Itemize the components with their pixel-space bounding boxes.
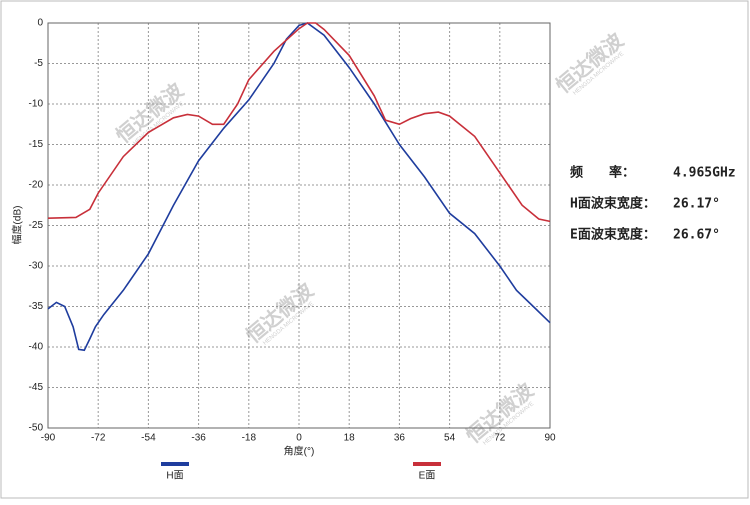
x-tick-label: -90: [41, 433, 56, 444]
y-tick-label: -50: [29, 423, 44, 434]
info-value: 26.17°: [673, 197, 720, 212]
y-tick-label: -35: [29, 301, 44, 312]
x-tick-label: 0: [296, 433, 302, 444]
plot-frame: [47, 22, 551, 429]
info-value: 26.67°: [673, 228, 720, 243]
series-line: [47, 22, 551, 352]
y-tick-label: -20: [29, 180, 44, 191]
y-tick-label: -25: [29, 220, 44, 231]
x-tick-label: -72: [91, 433, 106, 444]
y-tick-label: -15: [29, 139, 44, 150]
info-label: 频 率：: [570, 165, 635, 181]
info-value: 4.965GHz: [673, 166, 736, 181]
x-tick-label: -36: [191, 433, 206, 444]
y-tick-label: -10: [29, 99, 44, 110]
x-tick-label: 90: [544, 433, 556, 444]
x-tick-label: 18: [344, 433, 356, 444]
y-axis-label: 幅度(dB): [11, 206, 24, 245]
series-line: [47, 22, 551, 223]
x-tick-label: 54: [444, 433, 456, 444]
legend-label: E面: [419, 471, 436, 482]
info-label: E面波束宽度：: [570, 227, 656, 243]
x-axis-label: 角度(°): [284, 445, 315, 458]
info-label: H面波束宽度：: [570, 196, 656, 212]
x-tick-label: 36: [394, 433, 406, 444]
x-tick-label: -54: [141, 433, 156, 444]
x-tick-label: 72: [494, 433, 506, 444]
y-tick-label: -30: [29, 261, 44, 272]
y-tick-label: -5: [34, 58, 43, 69]
y-tick-label: -45: [29, 382, 44, 393]
x-tick-label: -18: [242, 433, 257, 444]
y-tick-label: 0: [37, 18, 43, 29]
legend-label: H面: [166, 471, 183, 482]
y-tick-label: -40: [29, 342, 44, 353]
